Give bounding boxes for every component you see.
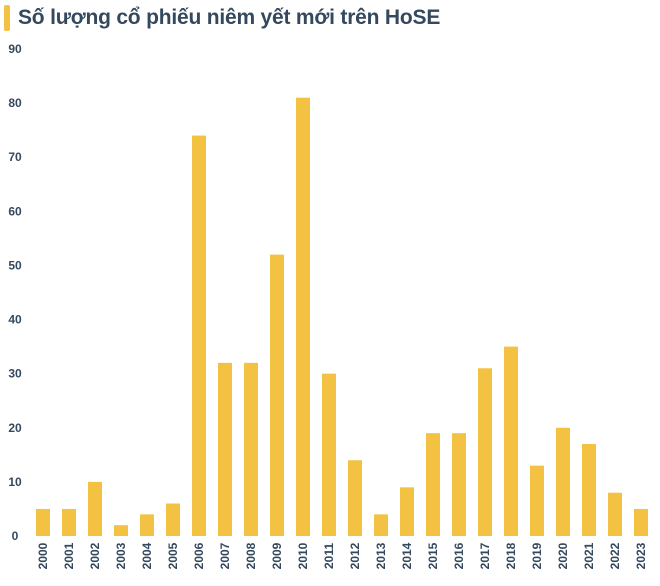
y-tick-label: 20	[8, 421, 22, 435]
bar-2007	[218, 362, 232, 536]
title-accent-bar	[4, 5, 10, 31]
y-tick-label: 90	[8, 42, 22, 56]
bars	[36, 97, 648, 537]
bar-2008	[244, 362, 258, 536]
x-tick-label: 2005	[166, 542, 180, 569]
x-tick-label: 2017	[478, 542, 492, 569]
x-tick-label: 2009	[270, 542, 284, 569]
chart-title: Số lượng cổ phiếu niêm yết mới trên HoSE	[18, 6, 441, 29]
bar-2004	[140, 514, 154, 536]
bar-2005	[166, 503, 180, 536]
y-tick-label: 0	[12, 529, 19, 543]
x-tick-label: 2010	[296, 542, 310, 569]
x-tick-label: 2006	[192, 542, 206, 569]
bar-2020	[556, 427, 570, 536]
x-tick-label: 2007	[218, 542, 232, 569]
bar-2002	[88, 481, 102, 536]
bar-2018	[504, 346, 518, 536]
bar-2022	[608, 492, 622, 536]
y-axis: 0 10 20 30 40 50 60 70 80 90	[8, 42, 22, 543]
x-tick-label: 2000	[36, 542, 50, 569]
x-tick-label: 2011	[322, 543, 336, 569]
y-tick-label: 50	[8, 258, 22, 272]
y-tick-label: 40	[8, 313, 22, 327]
x-tick-label: 2018	[504, 542, 518, 569]
bar-2006	[192, 135, 206, 537]
title-row: Số lượng cổ phiếu niêm yết mới trên HoSE	[4, 4, 440, 32]
bar-2000	[36, 508, 50, 536]
y-tick-label: 80	[8, 96, 22, 110]
bar-2013	[374, 514, 388, 536]
x-tick-label: 2012	[348, 542, 362, 569]
bar-2012	[348, 460, 362, 536]
bar-2021	[582, 444, 596, 536]
y-tick-label: 30	[8, 367, 22, 381]
bar-2015	[426, 433, 440, 536]
x-tick-label: 2023	[634, 542, 648, 569]
x-tick-label: 2016	[452, 542, 466, 569]
x-tick-label: 2002	[88, 542, 102, 569]
bar-2009	[270, 254, 284, 536]
x-tick-label: 2014	[400, 542, 414, 569]
x-tick-label: 2013	[374, 542, 388, 569]
bar-2001	[62, 508, 76, 536]
x-tick-label: 2004	[140, 542, 154, 569]
x-tick-label: 2003	[114, 542, 128, 569]
x-tick-label: 2022	[608, 542, 622, 569]
bar-2010	[296, 97, 310, 536]
x-tick-label: 2021	[582, 542, 596, 569]
x-tick-label: 2020	[556, 542, 570, 569]
x-tick-label: 2008	[244, 542, 258, 569]
bar-2019	[530, 465, 544, 536]
x-axis: 2000 2001 2002 2003 2004 2005 2006 2007 2008 2009…	[36, 542, 648, 569]
y-tick-label: 10	[8, 475, 22, 489]
bar-2017	[478, 368, 492, 536]
bar-2014	[400, 487, 414, 536]
x-tick-label: 2019	[530, 542, 544, 569]
bar-2016	[452, 433, 466, 536]
bar-2011	[322, 373, 336, 536]
y-tick-label: 70	[8, 150, 22, 164]
y-tick-label: 60	[8, 204, 22, 218]
x-tick-label: 2001	[62, 542, 76, 569]
bar-2023	[634, 508, 648, 536]
x-tick-label: 2015	[426, 542, 440, 569]
bar-2003	[114, 525, 128, 536]
